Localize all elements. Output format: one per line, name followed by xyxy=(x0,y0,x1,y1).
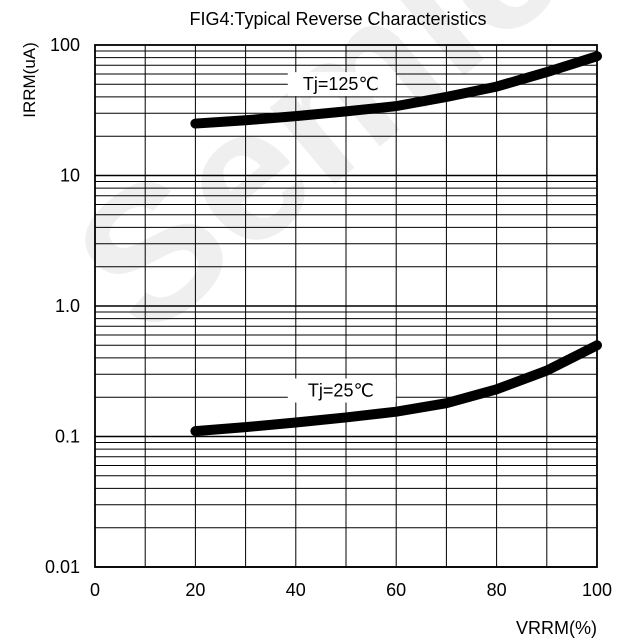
x-tick-label: 20 xyxy=(185,580,205,600)
series-label: Tj=125℃ xyxy=(303,74,379,94)
x-tick-label: 40 xyxy=(286,580,306,600)
plot-frame xyxy=(94,44,598,568)
series-line-tj-25 xyxy=(190,340,602,437)
x-tick-label: 60 xyxy=(386,580,406,600)
chart-title: FIG4:Typical Reverse Characteristics xyxy=(189,9,486,29)
watermark-text: Semico xyxy=(36,0,622,374)
y-tick-label: 0.1 xyxy=(55,427,80,447)
y-tick-label: 1.0 xyxy=(55,296,80,316)
x-axis-label: VRRM(%) xyxy=(516,618,597,638)
series-line-tj-125 xyxy=(190,51,602,129)
series-label: Tj=25℃ xyxy=(308,381,374,401)
x-tick-label: 100 xyxy=(582,580,612,600)
series-layer xyxy=(190,51,602,437)
y-axis-label: IRRM(uA) xyxy=(20,42,39,118)
axes xyxy=(94,44,598,568)
y-tick-label: 10 xyxy=(60,166,80,186)
series-label-background xyxy=(287,378,396,403)
y-tick-label: 0.01 xyxy=(45,557,80,577)
y-tick-label: 100 xyxy=(50,35,80,55)
x-tick-label: 0 xyxy=(90,580,100,600)
watermark: Semico xyxy=(36,0,622,374)
labels: 0 20 40 60 80 100 0.01 0.1 1.0 10 100 FIG4:Typical … xyxy=(20,9,612,638)
x-tick-label: 80 xyxy=(487,580,507,600)
series-label-background xyxy=(287,72,396,97)
